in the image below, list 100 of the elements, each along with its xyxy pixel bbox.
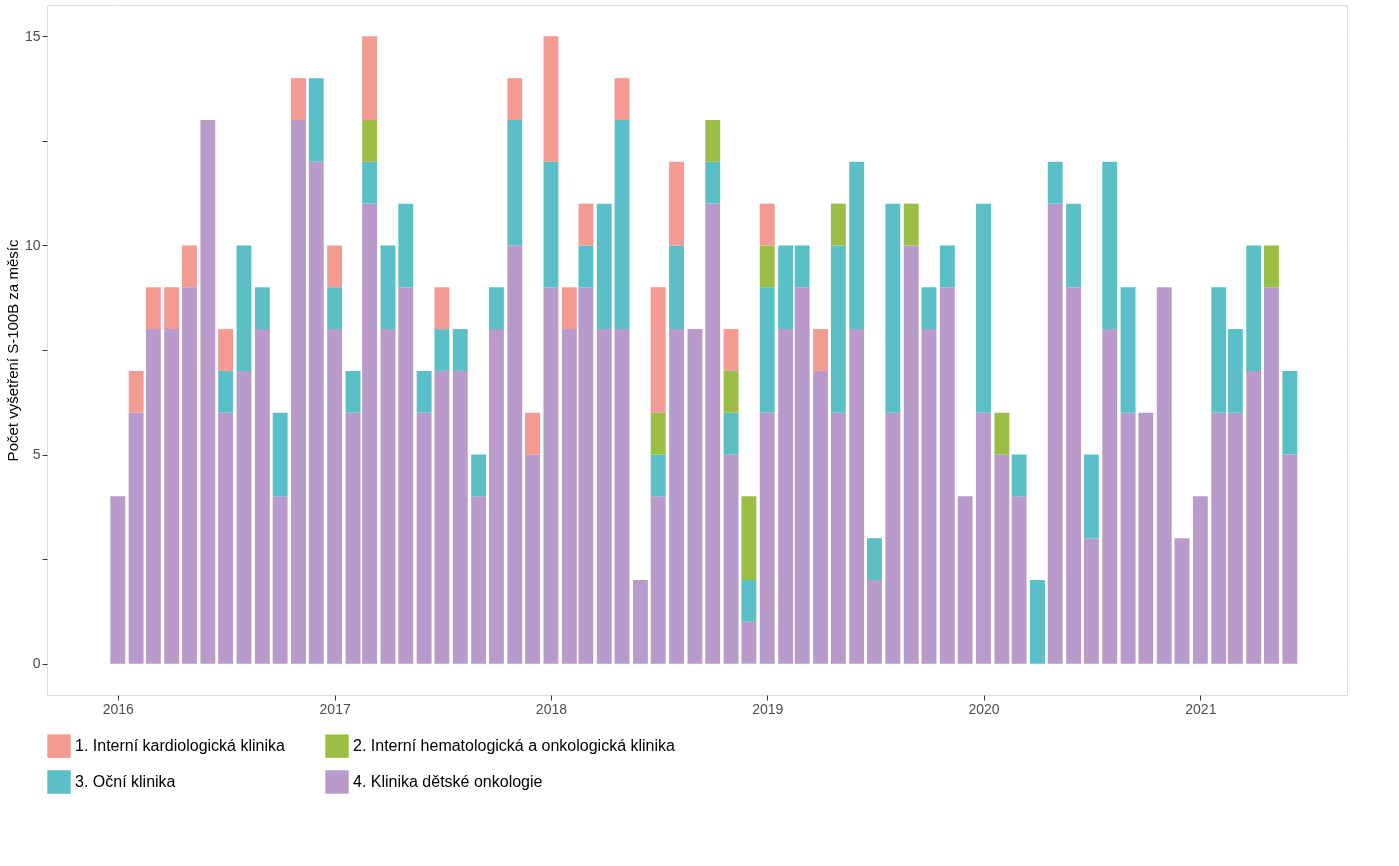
bar — [1282, 454, 1298, 664]
bar — [327, 287, 343, 330]
bar — [236, 370, 252, 664]
bar — [272, 412, 288, 497]
bar — [830, 245, 846, 413]
bar — [778, 245, 794, 330]
bar — [939, 287, 955, 664]
bar — [182, 287, 197, 664]
bar — [669, 329, 685, 664]
bar — [830, 412, 846, 664]
x-tick-label: 2018 — [535, 700, 568, 717]
bar — [308, 78, 324, 162]
legend-label: 2. Interní hematologická a onkologická klinika — [353, 737, 676, 755]
bar — [434, 329, 450, 371]
bar — [471, 496, 487, 664]
bar — [218, 412, 234, 664]
bar — [327, 329, 343, 664]
bar — [218, 329, 234, 371]
bar — [669, 245, 685, 330]
bar — [849, 329, 865, 664]
bar — [561, 287, 577, 330]
bar — [1083, 538, 1099, 664]
bar — [705, 161, 721, 204]
bar — [488, 329, 504, 664]
bar — [813, 370, 828, 664]
bar — [1047, 161, 1063, 204]
x-tick-label: 2017 — [319, 700, 351, 717]
legend-label: 1. Interní kardiologická klinika — [75, 737, 285, 755]
bar — [778, 329, 794, 664]
bar — [272, 496, 288, 664]
bar — [705, 120, 721, 162]
bar — [759, 203, 775, 246]
bar — [921, 329, 937, 664]
bar — [416, 370, 432, 413]
legend-label: 4. Klinika dětské onkologie — [353, 773, 543, 790]
bar — [1192, 496, 1208, 664]
bar — [200, 120, 216, 664]
bar — [1102, 329, 1118, 664]
bar — [1264, 245, 1279, 288]
bar — [1120, 412, 1136, 664]
bar — [723, 454, 739, 664]
bar — [976, 412, 991, 664]
bar — [164, 329, 180, 664]
x-tick-label: 2021 — [1185, 700, 1217, 717]
bar — [650, 496, 666, 664]
bar — [1282, 370, 1298, 455]
bar — [759, 412, 775, 664]
bar — [1102, 161, 1118, 330]
bar — [849, 161, 865, 330]
bar — [1246, 245, 1262, 371]
bar — [362, 36, 378, 120]
bar — [1174, 538, 1190, 664]
bar — [1029, 580, 1045, 664]
bar — [254, 329, 270, 664]
bar — [957, 496, 973, 664]
bar — [380, 245, 396, 330]
y-tick-label: 15 — [24, 27, 41, 44]
bar — [345, 412, 361, 664]
bar — [596, 329, 612, 664]
x-tick-label: 2019 — [752, 700, 784, 717]
bar — [885, 412, 901, 664]
bar — [254, 287, 270, 330]
bar — [723, 329, 739, 371]
bar — [813, 329, 828, 371]
bar — [885, 203, 901, 413]
bar — [794, 287, 810, 664]
x-tick-label: 2020 — [968, 700, 1000, 717]
bar — [434, 287, 450, 330]
bar — [507, 120, 523, 246]
bar — [362, 203, 378, 664]
y-tick-label: 5 — [32, 446, 41, 463]
bar — [759, 287, 775, 413]
bar — [471, 454, 487, 497]
y-tick-label: 0 — [32, 655, 41, 672]
bar — [1156, 287, 1172, 664]
bar — [632, 580, 648, 664]
bar — [507, 245, 523, 664]
bar — [345, 370, 361, 413]
bar — [1227, 412, 1243, 664]
bar — [687, 329, 703, 664]
bar — [650, 454, 666, 497]
bar — [1211, 287, 1227, 413]
bar — [1011, 454, 1027, 497]
bar — [452, 329, 468, 371]
bar — [128, 370, 144, 413]
bar — [145, 287, 161, 330]
bar — [380, 329, 396, 664]
bar — [434, 370, 450, 664]
bar — [507, 78, 523, 120]
bar — [1066, 287, 1082, 664]
bar — [794, 245, 810, 288]
bar — [1066, 203, 1082, 288]
bar — [867, 538, 882, 580]
bar — [830, 203, 846, 246]
bar — [741, 580, 757, 622]
bar — [543, 287, 559, 664]
bar — [362, 161, 378, 204]
bar — [994, 412, 1010, 455]
bar — [416, 412, 432, 664]
x-tick-label: 2016 — [102, 700, 135, 717]
